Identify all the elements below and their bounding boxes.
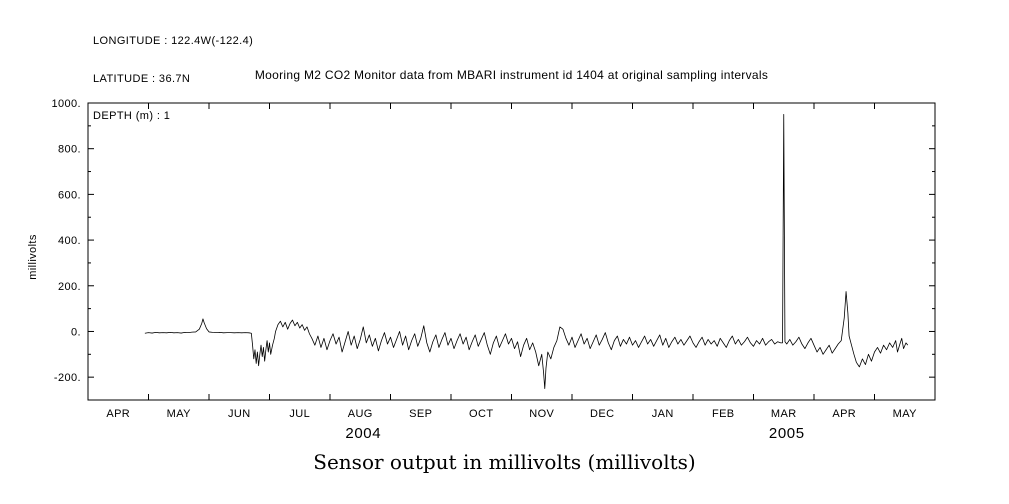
y-tick-label: 400. [58, 235, 81, 247]
latitude-label: LATITUDE : 36.7N [93, 72, 191, 85]
figure-caption: Sensor output in millivolts (millivolts) [313, 450, 696, 474]
month-label: MAY [893, 408, 917, 420]
data-line-sensor_output_mV [144, 114, 909, 389]
depth-label: DEPTH (m) : 1 [93, 110, 171, 122]
month-label: AUG [348, 408, 373, 420]
month-label: FEB [712, 408, 735, 420]
month-label: JAN [652, 408, 674, 420]
y-tick-label: 0. [71, 326, 81, 338]
month-label: OCT [469, 408, 493, 420]
month-label: APR [832, 408, 856, 420]
month-label: MAY [167, 408, 191, 420]
year-label: 2005 [769, 425, 805, 442]
y-tick-label: 1000. [51, 98, 81, 110]
y-tick-label: 600. [58, 189, 81, 201]
month-label: SEP [409, 408, 432, 420]
y-tick-label: -200. [54, 372, 81, 384]
y-tick-label: 800. [58, 144, 81, 156]
month-label: APR [106, 408, 130, 420]
longitude-label: LONGITUDE : 122.4W(-122.4) [93, 35, 254, 47]
month-label: MAR [771, 408, 797, 420]
month-label: JUL [289, 408, 310, 420]
metadata-block: LONGITUDE : 122.4W(-122.4) LATITUDE : 36… [93, 10, 253, 148]
month-label: JUN [228, 408, 251, 420]
month-label: DEC [590, 408, 614, 420]
year-label: 2004 [345, 425, 381, 442]
plot-frame [87, 102, 936, 401]
month-label: NOV [529, 408, 554, 420]
y-tick-label: 200. [58, 281, 81, 293]
chart-title: Mooring M2 CO2 Monitor data from MBARI i… [254, 68, 769, 82]
